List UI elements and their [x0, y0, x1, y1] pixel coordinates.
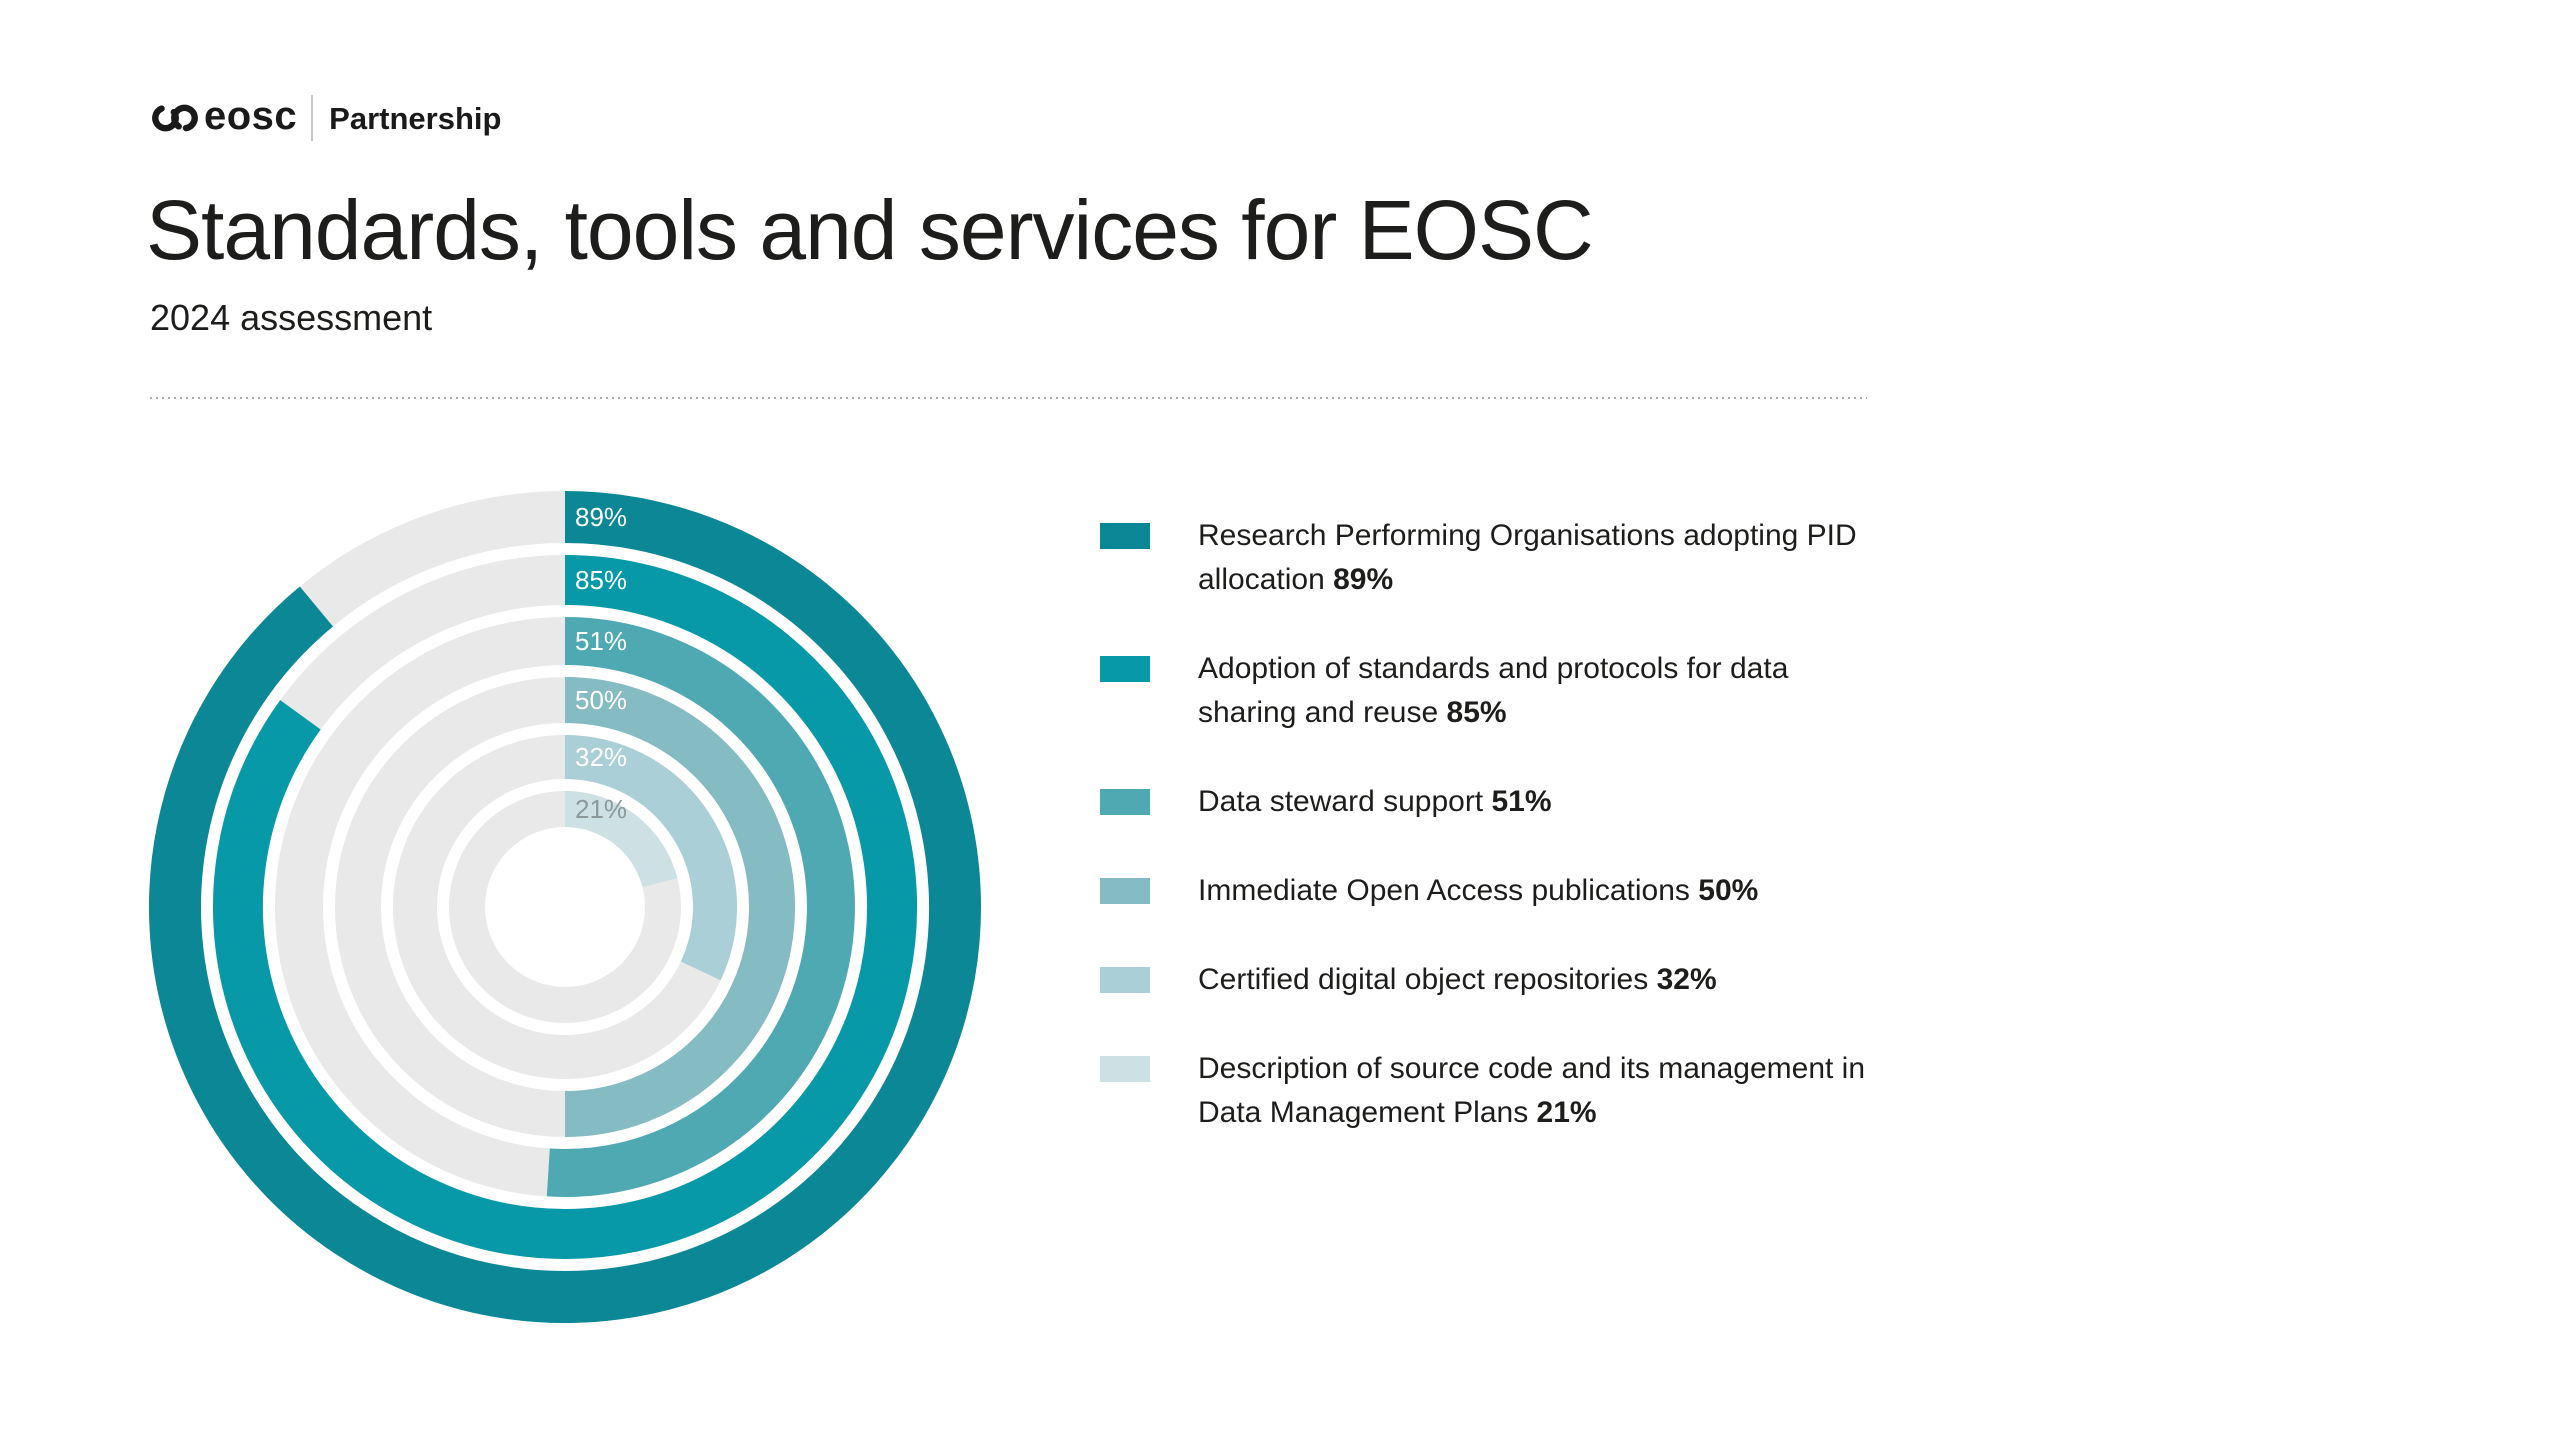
ring-arc-85 [213, 555, 917, 1259]
legend-label: Certified digital object repositories 32… [1198, 963, 1717, 996]
dotted-divider [150, 397, 1867, 399]
eosc-infinity-icon [152, 104, 198, 132]
legend-value: 51% [1491, 785, 1552, 818]
legend-label: Data steward support 51% [1198, 785, 1552, 818]
logo-brand-text: eosc [204, 94, 298, 138]
legend-label: Description of source code and its manag… [1198, 1052, 1866, 1129]
ring-arc-89 [149, 491, 981, 1323]
ring-value-label: 50% [575, 685, 627, 715]
ring-arc-21 [564, 791, 678, 888]
legend-item: Description of source code and its manag… [1100, 1047, 1880, 1135]
legend-value: 85% [1446, 696, 1507, 729]
legend-item: Research Performing Organisations adopti… [1100, 514, 1880, 602]
legend-swatch [1100, 523, 1150, 549]
legend-label: Adoption of standards and protocols for … [1198, 652, 1789, 729]
ring-value-label: 32% [575, 742, 627, 772]
ring-value-label: 51% [575, 626, 627, 656]
legend-value: 32% [1656, 963, 1717, 996]
ring-arc-51 [546, 617, 855, 1197]
ring-value-label: 89% [575, 502, 627, 532]
chart-legend: Research Performing Organisations adopti… [1100, 514, 1880, 1135]
radial-chart-svg: 89% 85% 51% 50% 32% 21% [149, 491, 981, 1323]
page-subtitle: 2024 assessment [150, 297, 433, 338]
ring-value-label: 85% [575, 565, 627, 595]
legend-item: Immediate Open Access publications 50% [1100, 869, 1880, 913]
ring-value-label: 21% [575, 794, 627, 824]
legend-swatch [1100, 789, 1150, 815]
ring-arc-32 [564, 735, 737, 981]
legend-value: 50% [1698, 874, 1759, 907]
logo-partnership-text: Partnership [329, 100, 502, 136]
legend-swatch [1100, 967, 1150, 993]
radial-chart: 89% 85% 51% 50% 32% 21% [145, 487, 985, 1327]
legend-swatch [1100, 878, 1150, 904]
legend-label: Immediate Open Access publications 50% [1198, 874, 1759, 907]
legend-swatch [1100, 1056, 1150, 1082]
legend-item: Adoption of standards and protocols for … [1100, 647, 1880, 735]
legend-swatch [1100, 656, 1150, 682]
ring-arc-50 [564, 677, 795, 1137]
legend-label: Research Performing Organisations adopti… [1198, 519, 1857, 596]
legend-item: Certified digital object repositories 32… [1100, 958, 1880, 1002]
page-title: Standards, tools and services for EOSC [146, 183, 1594, 277]
logo-divider [311, 95, 314, 141]
legend-item: Data steward support 51% [1100, 780, 1880, 824]
logo: eosc Partnership [152, 92, 501, 144]
legend-value: 21% [1536, 1096, 1597, 1129]
legend-value: 89% [1333, 563, 1394, 596]
